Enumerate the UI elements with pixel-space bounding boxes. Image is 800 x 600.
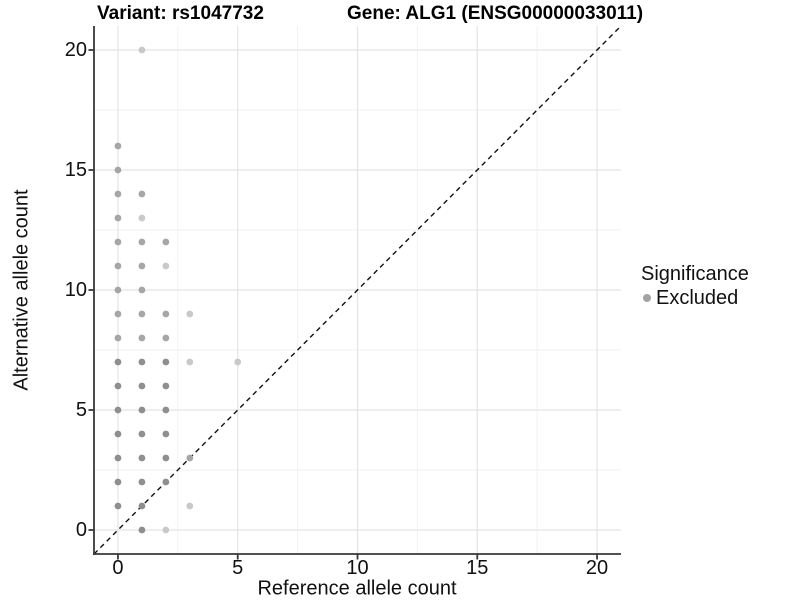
data-point [114,166,122,174]
legend-item-label: Excluded [656,287,739,309]
gene-title: Gene: ALG1 (ENSG00000033011) [347,3,644,24]
x-tick-label: 5 [232,557,244,579]
data-point [138,454,146,462]
data-point [114,142,122,150]
data-point [138,46,146,54]
y-axis-title: Alternative allele count [10,189,33,391]
data-point [114,358,122,366]
legend-point-icon [643,294,651,302]
x-tick-label: 20 [585,557,609,579]
data-point [138,310,146,318]
y-tick-label: 0 [75,519,87,541]
data-point [234,358,242,366]
y-tick-label: 10 [64,279,87,301]
data-point [186,454,194,462]
data-point [186,358,194,366]
data-point [162,382,170,390]
data-point [186,502,194,510]
x-tick-label: 15 [466,557,489,579]
data-point [138,502,146,510]
data-point [114,286,122,294]
data-point [114,382,122,390]
y-tick-label: 5 [75,399,87,421]
data-point [138,382,146,390]
data-point [162,334,170,342]
data-point [162,262,170,270]
identity-line [93,25,622,555]
data-point [162,238,170,246]
y-tick-label: 15 [64,159,87,181]
data-point [114,478,122,486]
data-point [138,238,146,246]
x-tick-label: 10 [346,557,369,579]
data-point [114,430,122,438]
data-point [114,502,122,510]
data-point [138,286,146,294]
data-point [138,358,146,366]
data-point [138,190,146,198]
x-axis-title: Reference allele count [257,577,457,600]
data-point [138,406,146,414]
data-point [186,310,194,318]
data-point [162,478,170,486]
data-point [162,430,170,438]
legend: Significance Excluded [641,262,749,310]
data-point [162,406,170,414]
data-point [114,190,122,198]
data-point [114,406,122,414]
data-point [114,214,122,222]
data-point [138,262,146,270]
data-point [138,526,146,534]
data-point [162,454,170,462]
data-point [114,262,122,270]
data-point [114,454,122,462]
data-point [114,334,122,342]
x-tick-label: 0 [112,557,124,579]
data-point [138,478,146,486]
data-point [162,358,170,366]
data-point [138,214,146,222]
data-point [138,430,146,438]
data-point [114,238,122,246]
data-point [162,526,170,534]
variant-title: Variant: rs1047732 [97,3,264,24]
data-point [114,310,122,318]
data-point [138,334,146,342]
legend-title: Significance [641,263,749,285]
data-point [162,310,170,318]
legend-item-excluded: Excluded [641,286,749,310]
y-tick-label: 20 [64,39,87,61]
